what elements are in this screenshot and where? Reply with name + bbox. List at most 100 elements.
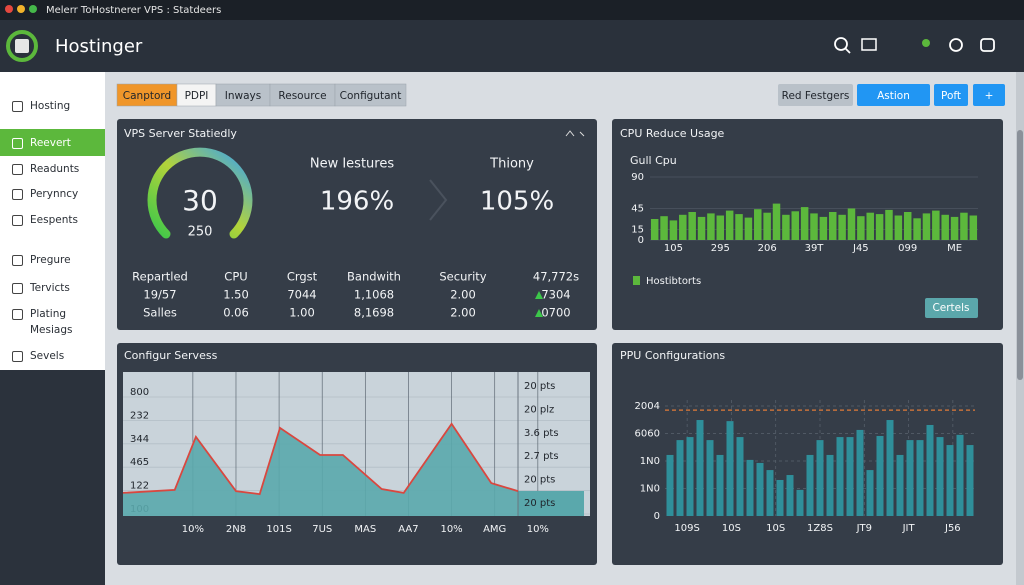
side-icon — [12, 138, 23, 149]
side-item[interactable]: Tervicts — [30, 282, 70, 294]
bar — [736, 437, 744, 516]
x-tick-label: 1Z8S — [807, 523, 833, 534]
logo[interactable] — [6, 30, 38, 62]
settings-icon[interactable] — [949, 38, 963, 52]
toolbar-label[interactable]: + — [985, 90, 994, 102]
x-tick-label: 10% — [440, 524, 462, 535]
title-bar — [0, 0, 1024, 20]
sidebar: Hosting Reevert Readunts Perynncy Eespents Pr… — [0, 72, 105, 370]
toolbar-label[interactable]: Astion — [877, 90, 910, 102]
bar — [856, 429, 864, 516]
bar — [838, 214, 846, 240]
active-indicator — [0, 129, 105, 156]
chart-subtitle: Gull Cpu — [630, 154, 677, 167]
toolbar-label[interactable]: Poft — [941, 90, 961, 102]
metric-value: 105% — [480, 187, 554, 217]
side-item[interactable]: Hosting — [30, 100, 71, 112]
bar — [716, 454, 724, 516]
bar — [936, 437, 944, 516]
y-tick-label: 800 — [130, 387, 149, 398]
toolbar-button[interactable] — [857, 84, 930, 106]
menu-icon[interactable] — [861, 38, 877, 51]
table-cell: Salles — [143, 306, 177, 320]
logo-core — [15, 39, 29, 53]
min-dot[interactable] — [17, 5, 25, 13]
right-label: 3.6 pts — [524, 428, 559, 439]
bar — [696, 420, 704, 516]
table-cell: 2.00 — [450, 288, 476, 302]
bar — [969, 215, 978, 240]
bar — [782, 214, 790, 240]
right-label: 20 pts — [524, 475, 555, 486]
bar — [836, 437, 844, 516]
status-icon[interactable] — [922, 39, 930, 47]
x-tick-label: 099 — [898, 243, 917, 254]
bar — [828, 212, 837, 240]
toolbar-button[interactable] — [973, 84, 1005, 106]
side-icon — [12, 351, 23, 362]
toolbar-label[interactable]: Red Festgers — [782, 90, 850, 102]
bar — [806, 454, 814, 516]
bar — [857, 216, 865, 240]
panel-controls[interactable] — [565, 130, 585, 137]
side-icon — [12, 189, 23, 200]
tab-label[interactable]: Inways — [225, 90, 261, 102]
tab-label[interactable]: PDPI — [185, 90, 209, 102]
y-tick-label: 15 — [631, 225, 644, 236]
gauge-value: 30 — [182, 184, 218, 217]
close-dot[interactable] — [5, 5, 13, 13]
bar — [666, 454, 674, 516]
bar — [669, 220, 678, 240]
table-header: Security — [439, 270, 486, 284]
side-item[interactable]: Plating Mesiags — [30, 308, 73, 336]
tab-label[interactable]: Configutant — [340, 90, 402, 102]
side-item[interactable]: Perynncy — [30, 188, 79, 200]
chat-icon[interactable] — [980, 38, 995, 52]
search-icon[interactable] — [834, 37, 848, 51]
bar — [956, 434, 964, 516]
bar — [746, 459, 754, 516]
y-tick-label: 45 — [631, 204, 644, 215]
x-tick-label: 7US — [312, 524, 332, 535]
side-item[interactable]: Sevels — [30, 350, 65, 362]
legend-label: Hostibtorts — [646, 276, 701, 287]
side-item[interactable]: Pregure — [30, 254, 71, 266]
table-cell: 7304 — [541, 288, 570, 302]
side-item[interactable]: Reevert — [30, 137, 71, 149]
bar — [946, 445, 954, 516]
x-tick-label: 2N8 — [226, 524, 246, 535]
bar — [966, 445, 974, 516]
panel-button[interactable] — [925, 298, 978, 318]
bar — [706, 440, 714, 516]
bar — [688, 212, 696, 240]
side-icon — [12, 255, 23, 266]
x-tick-label: 10S — [766, 523, 785, 534]
tab-label[interactable]: Resource — [278, 90, 326, 102]
toolbar-button[interactable] — [934, 84, 968, 106]
max-dot[interactable] — [29, 5, 37, 13]
side-item[interactable]: Eespents — [30, 214, 78, 226]
side-item[interactable]: Readunts — [30, 163, 80, 175]
y-tick-label: 0 — [654, 511, 660, 522]
bar — [826, 454, 834, 516]
toolbar-button[interactable] — [778, 84, 853, 106]
brand[interactable]: Hostinger — [55, 36, 143, 57]
y-tick-label: 6060 — [635, 429, 660, 440]
y-tick-label: 232 — [130, 410, 149, 421]
table-header: Crgst — [287, 270, 318, 284]
bar — [796, 489, 804, 516]
bar — [847, 208, 856, 240]
tab-label[interactable]: Canptord — [123, 90, 171, 102]
scroll-thumb[interactable] — [1017, 130, 1023, 380]
y-tick-label: 122 — [130, 481, 149, 492]
x-tick-label: 10S — [722, 523, 741, 534]
x-tick-label: 295 — [711, 243, 730, 254]
panel-button-label[interactable]: Certels — [932, 302, 969, 314]
line — [122, 422, 519, 496]
tab[interactable] — [334, 83, 407, 107]
bar — [810, 213, 818, 240]
bar — [932, 210, 940, 240]
table-header: Repartled — [132, 270, 188, 284]
chart-title: PPU Configurations — [620, 349, 725, 362]
